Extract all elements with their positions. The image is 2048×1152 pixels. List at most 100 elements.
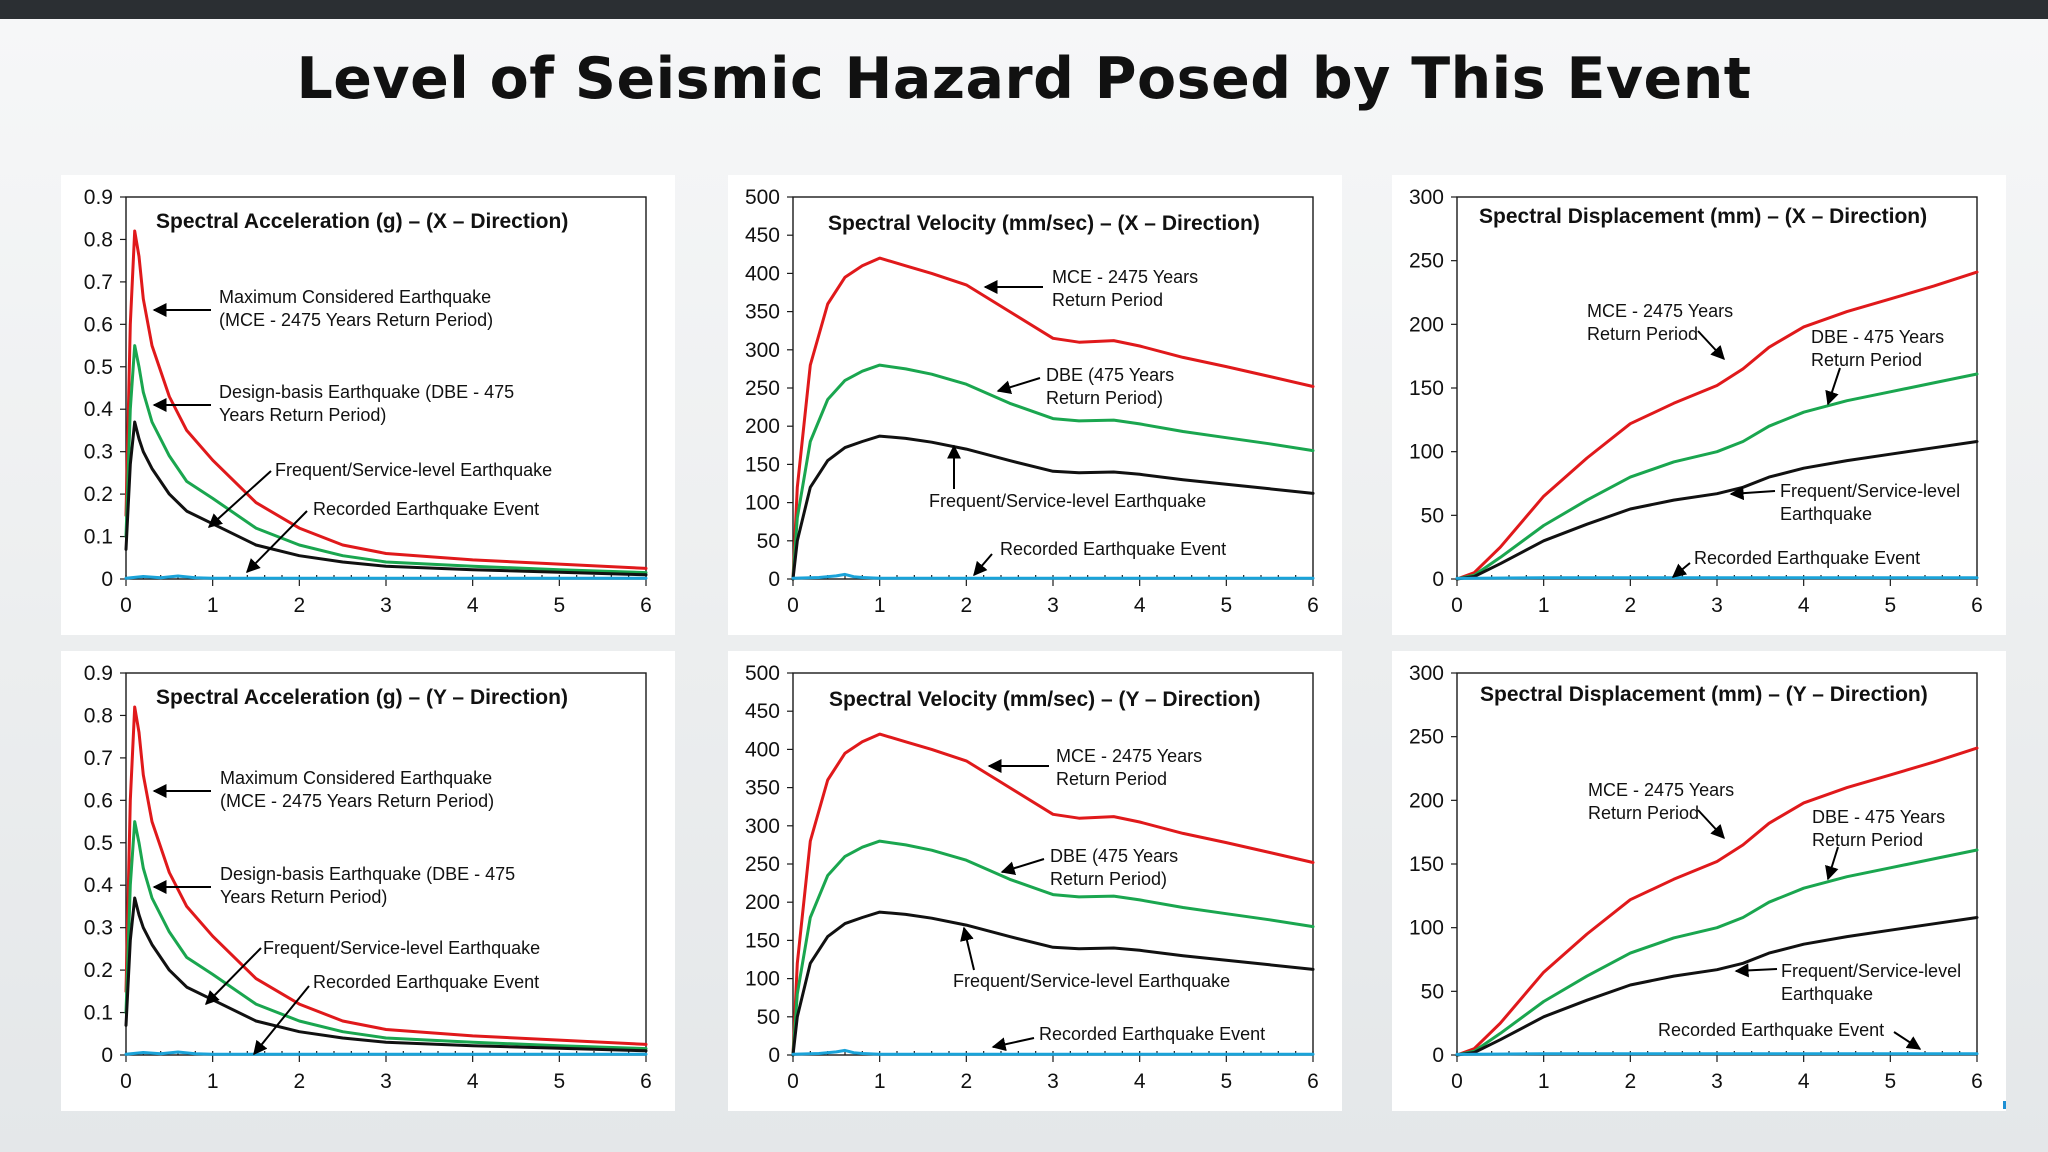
- y-tick-label: 300: [745, 815, 780, 838]
- y-tick-label: 0.6: [84, 313, 113, 336]
- y-tick-label: 350: [745, 777, 780, 800]
- annotation-0: MCE - 2475 Years Return Period: [1587, 301, 1733, 361]
- y-tick-label: 0: [1432, 568, 1444, 591]
- annotation-arrow: [1697, 330, 1725, 361]
- annotation-arrow: [1000, 858, 1045, 875]
- y-tick-label: 250: [745, 853, 780, 876]
- series-line-dbe: [1455, 372, 1979, 581]
- chart-sa-y: 0 0.1 0.2 0.3 0.4 0.5 0.6 0.7 0.8 0.9 0 1 2 3 4 5 6 Spect…: [84, 662, 652, 1093]
- annotation-text: Frequent/Service-level Earthquake: [1781, 961, 1961, 1004]
- x-tick-label: 4: [467, 1070, 479, 1093]
- y-tick-label: 0.1: [84, 1002, 113, 1025]
- annotation-line: Earthquake: [1781, 984, 1873, 1004]
- x-tick-label: 3: [380, 594, 392, 617]
- x-tick-label: 2: [293, 594, 305, 617]
- chart-panel-sv-x: 0 50 100 150 200 250 300 350 400 450 500 0 1 2 3 4 5 6 Spe…: [728, 175, 1342, 635]
- annotation-line: MCE - 2475 Years: [1056, 746, 1202, 766]
- series-line-sle: [791, 910, 1315, 1057]
- x-tick-label: 1: [207, 594, 219, 617]
- y-tick-label: 200: [745, 415, 780, 438]
- annotation-line: Maximum Considered Earthquake: [219, 287, 491, 307]
- annotation-text: Frequent/Service-level Earthquake: [953, 971, 1230, 991]
- y-tick-label: 300: [1409, 662, 1444, 685]
- annotation-line: Return Period): [1046, 388, 1163, 408]
- y-tick-label: 0.3: [84, 441, 113, 464]
- annotation-arrow: [1825, 846, 1839, 881]
- x-tick-label: 1: [1538, 594, 1550, 617]
- x-tick-label: 0: [120, 1070, 132, 1093]
- annotation-0: MCE - 2475 Years Return Period: [1588, 780, 1734, 840]
- x-tick-label: 0: [787, 594, 799, 617]
- annotation-text: Recorded Earthquake Event: [1000, 539, 1226, 559]
- x-tick-label: 4: [1798, 594, 1810, 617]
- annotation-text: MCE - 2475 Years Return Period: [1056, 746, 1202, 789]
- annotation-0: Maximum Considered Earthquake (MCE - 2475…: [152, 768, 494, 811]
- chart-title: Spectral Acceleration (g) – (Y – Directi…: [156, 686, 568, 709]
- series-line-sle: [791, 434, 1315, 581]
- series-line-dbe: [1455, 848, 1979, 1057]
- series-line-recorded: [1455, 576, 1979, 580]
- series-line-recorded: [791, 1048, 1315, 1056]
- series-line-dbe: [124, 820, 648, 1051]
- annotation-line: Recorded Earthquake Event: [1694, 548, 1920, 568]
- annotation-arrow: [205, 947, 262, 1005]
- y-tick-label: 100: [745, 968, 780, 991]
- annotation-text: MCE - 2475 Years Return Period: [1588, 780, 1734, 823]
- x-tick-label: 2: [1624, 1070, 1636, 1093]
- annotation-2: Frequent/Service-level Earthquake: [929, 444, 1206, 511]
- annotation-arrow: [996, 377, 1041, 394]
- y-tick-label: 250: [1409, 250, 1444, 273]
- annotation-line: Recorded Earthquake Event: [313, 972, 539, 992]
- annotation-3: Recorded Earthquake Event: [246, 499, 539, 573]
- y-tick-label: 0.1: [84, 526, 113, 549]
- annotation-line: Return Period: [1056, 769, 1167, 789]
- series-line-mce: [791, 732, 1315, 1057]
- page-title: Level of Seismic Hazard Posed by This Ev…: [296, 46, 1752, 112]
- annotation-line: Design-basis Earthquake (DBE - 475: [220, 864, 515, 884]
- y-tick-label: 100: [1409, 917, 1444, 940]
- annotation-text: Maximum Considered Earthquake (MCE - 2475…: [220, 768, 494, 811]
- annotation-3: Recorded Earthquake Event: [253, 972, 539, 1056]
- annotation-text: Frequent/Service-level Earthquake: [929, 491, 1206, 511]
- chart-title: Spectral Velocity (mm/sec) – (Y – Direct…: [829, 688, 1260, 711]
- y-tick-label: 250: [1409, 726, 1444, 749]
- y-tick-label: 0.4: [84, 398, 114, 421]
- annotation-arrow: [246, 510, 308, 573]
- annotation-line: (MCE - 2475 Years Return Period): [219, 310, 493, 330]
- y-tick-label: 0.9: [84, 186, 113, 209]
- x-tick-label: 6: [640, 1070, 652, 1093]
- annotation-2: Frequent/Service-level Earthquake: [953, 926, 1230, 991]
- chart-sv-y: 0 50 100 150 200 250 300 350 400 450 500 0 1 2 3 4 5 6 Spe…: [745, 662, 1319, 1093]
- x-tick-label: 5: [1884, 1070, 1896, 1093]
- annotation-2: Frequent/Service-level Earthquake: [1734, 961, 1961, 1004]
- y-tick-label: 0.2: [84, 483, 113, 506]
- y-tick-label: 0: [101, 568, 113, 591]
- annotation-line: Frequent/Service-level Earthquake: [953, 971, 1230, 991]
- x-tick-label: 2: [293, 1070, 305, 1093]
- annotation-1: DBE - 475 Years Return Period: [1812, 807, 1945, 881]
- chart-sv-x: 0 50 100 150 200 250 300 350 400 450 500 0 1 2 3 4 5 6 Spe…: [745, 186, 1319, 617]
- x-tick-label: 2: [960, 1070, 972, 1093]
- annotation-text: MCE - 2475 Years Return Period: [1587, 301, 1733, 344]
- y-tick-label: 50: [1421, 980, 1444, 1003]
- annotation-line: Years Return Period): [220, 887, 387, 907]
- series-line-sle: [1455, 916, 1979, 1057]
- annotation-1: DBE - 475 Years Return Period: [1811, 327, 1944, 406]
- annotation-line: Recorded Earthquake Event: [1000, 539, 1226, 559]
- annotation-1: DBE (475 Years Return Period): [1000, 846, 1178, 889]
- annotation-line: Recorded Earthquake Event: [313, 499, 539, 519]
- annotation-arrow: [1893, 1031, 1922, 1050]
- chart-panel-sd-x: 0 50 100 150 200 250 300 0 1 2 3 4 5 6 Spectral Displa…: [1392, 175, 2006, 635]
- annotation-text: Recorded Earthquake Event: [1039, 1024, 1265, 1044]
- x-tick-label: 4: [467, 594, 479, 617]
- x-tick-label: 3: [1047, 1070, 1059, 1093]
- annotation-0: MCE - 2475 Years Return Period: [983, 267, 1198, 310]
- annotation-line: Return Period: [1812, 830, 1923, 850]
- annotation-line: Frequent/Service-level Earthquake: [263, 938, 540, 958]
- y-tick-label: 50: [757, 1006, 780, 1029]
- series-line-sle: [124, 896, 648, 1053]
- chart-panel-sv-y: 0 50 100 150 200 250 300 350 400 450 500 0 1 2 3 4 5 6 Spe…: [728, 651, 1342, 1111]
- series-line-recorded: [124, 1050, 648, 1056]
- annotation-arrow: [960, 926, 975, 971]
- x-tick-label: 5: [1220, 1070, 1232, 1093]
